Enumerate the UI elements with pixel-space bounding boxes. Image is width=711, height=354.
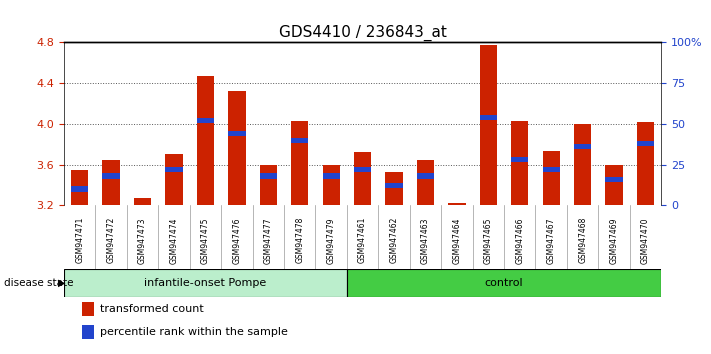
Bar <box>606 177 623 182</box>
Bar <box>102 173 119 178</box>
Bar <box>347 269 661 297</box>
Bar <box>323 165 340 205</box>
Text: GSM947476: GSM947476 <box>232 217 241 263</box>
Text: GSM947461: GSM947461 <box>358 217 367 263</box>
Bar <box>637 122 654 205</box>
Text: GSM947467: GSM947467 <box>547 217 556 263</box>
Bar <box>228 91 245 205</box>
Bar <box>71 187 88 192</box>
Text: control: control <box>485 278 523 288</box>
Bar <box>574 144 592 149</box>
Bar <box>166 154 183 205</box>
Text: ▶: ▶ <box>58 278 66 288</box>
Bar <box>82 302 95 316</box>
Bar <box>134 198 151 205</box>
Bar <box>574 124 592 205</box>
Bar <box>166 167 183 172</box>
Bar <box>82 325 95 339</box>
Text: GSM947479: GSM947479 <box>326 217 336 263</box>
Text: transformed count: transformed count <box>100 304 203 314</box>
Text: GSM947465: GSM947465 <box>484 217 493 263</box>
Text: GSM947474: GSM947474 <box>169 217 178 263</box>
Text: GSM947477: GSM947477 <box>264 217 273 263</box>
Bar <box>64 269 347 297</box>
Text: GSM947471: GSM947471 <box>75 217 84 263</box>
Text: GSM947472: GSM947472 <box>107 217 116 263</box>
Text: percentile rank within the sample: percentile rank within the sample <box>100 327 288 337</box>
Text: GSM947468: GSM947468 <box>578 217 587 263</box>
Text: GSM947470: GSM947470 <box>641 217 650 263</box>
Bar <box>291 121 309 205</box>
Bar <box>417 160 434 205</box>
Bar <box>260 173 277 178</box>
Bar <box>385 183 402 188</box>
Bar <box>542 167 560 172</box>
Bar <box>71 170 88 205</box>
Text: GSM947478: GSM947478 <box>295 217 304 263</box>
Text: GSM947466: GSM947466 <box>515 217 524 263</box>
Bar <box>417 173 434 178</box>
Text: GSM947469: GSM947469 <box>609 217 619 263</box>
Text: GSM947473: GSM947473 <box>138 217 147 263</box>
Bar <box>197 76 214 205</box>
Bar <box>354 152 371 205</box>
Text: GSM947464: GSM947464 <box>452 217 461 263</box>
Bar <box>323 173 340 178</box>
Bar <box>480 45 497 205</box>
Text: GSM947463: GSM947463 <box>421 217 430 263</box>
Bar <box>480 115 497 120</box>
Bar <box>448 203 466 205</box>
Bar <box>102 160 119 205</box>
Bar <box>260 165 277 205</box>
Bar <box>511 121 528 205</box>
Text: disease state: disease state <box>4 278 73 288</box>
Bar <box>354 167 371 172</box>
Bar <box>511 157 528 162</box>
Bar <box>197 118 214 123</box>
Text: GSM947475: GSM947475 <box>201 217 210 263</box>
Bar <box>291 138 309 143</box>
Bar <box>228 131 245 136</box>
Text: infantile-onset Pompe: infantile-onset Pompe <box>144 278 267 288</box>
Bar <box>542 152 560 205</box>
Bar <box>606 165 623 205</box>
Bar <box>637 141 654 146</box>
Bar <box>385 172 402 205</box>
Title: GDS4410 / 236843_at: GDS4410 / 236843_at <box>279 25 447 41</box>
Text: GSM947462: GSM947462 <box>390 217 399 263</box>
